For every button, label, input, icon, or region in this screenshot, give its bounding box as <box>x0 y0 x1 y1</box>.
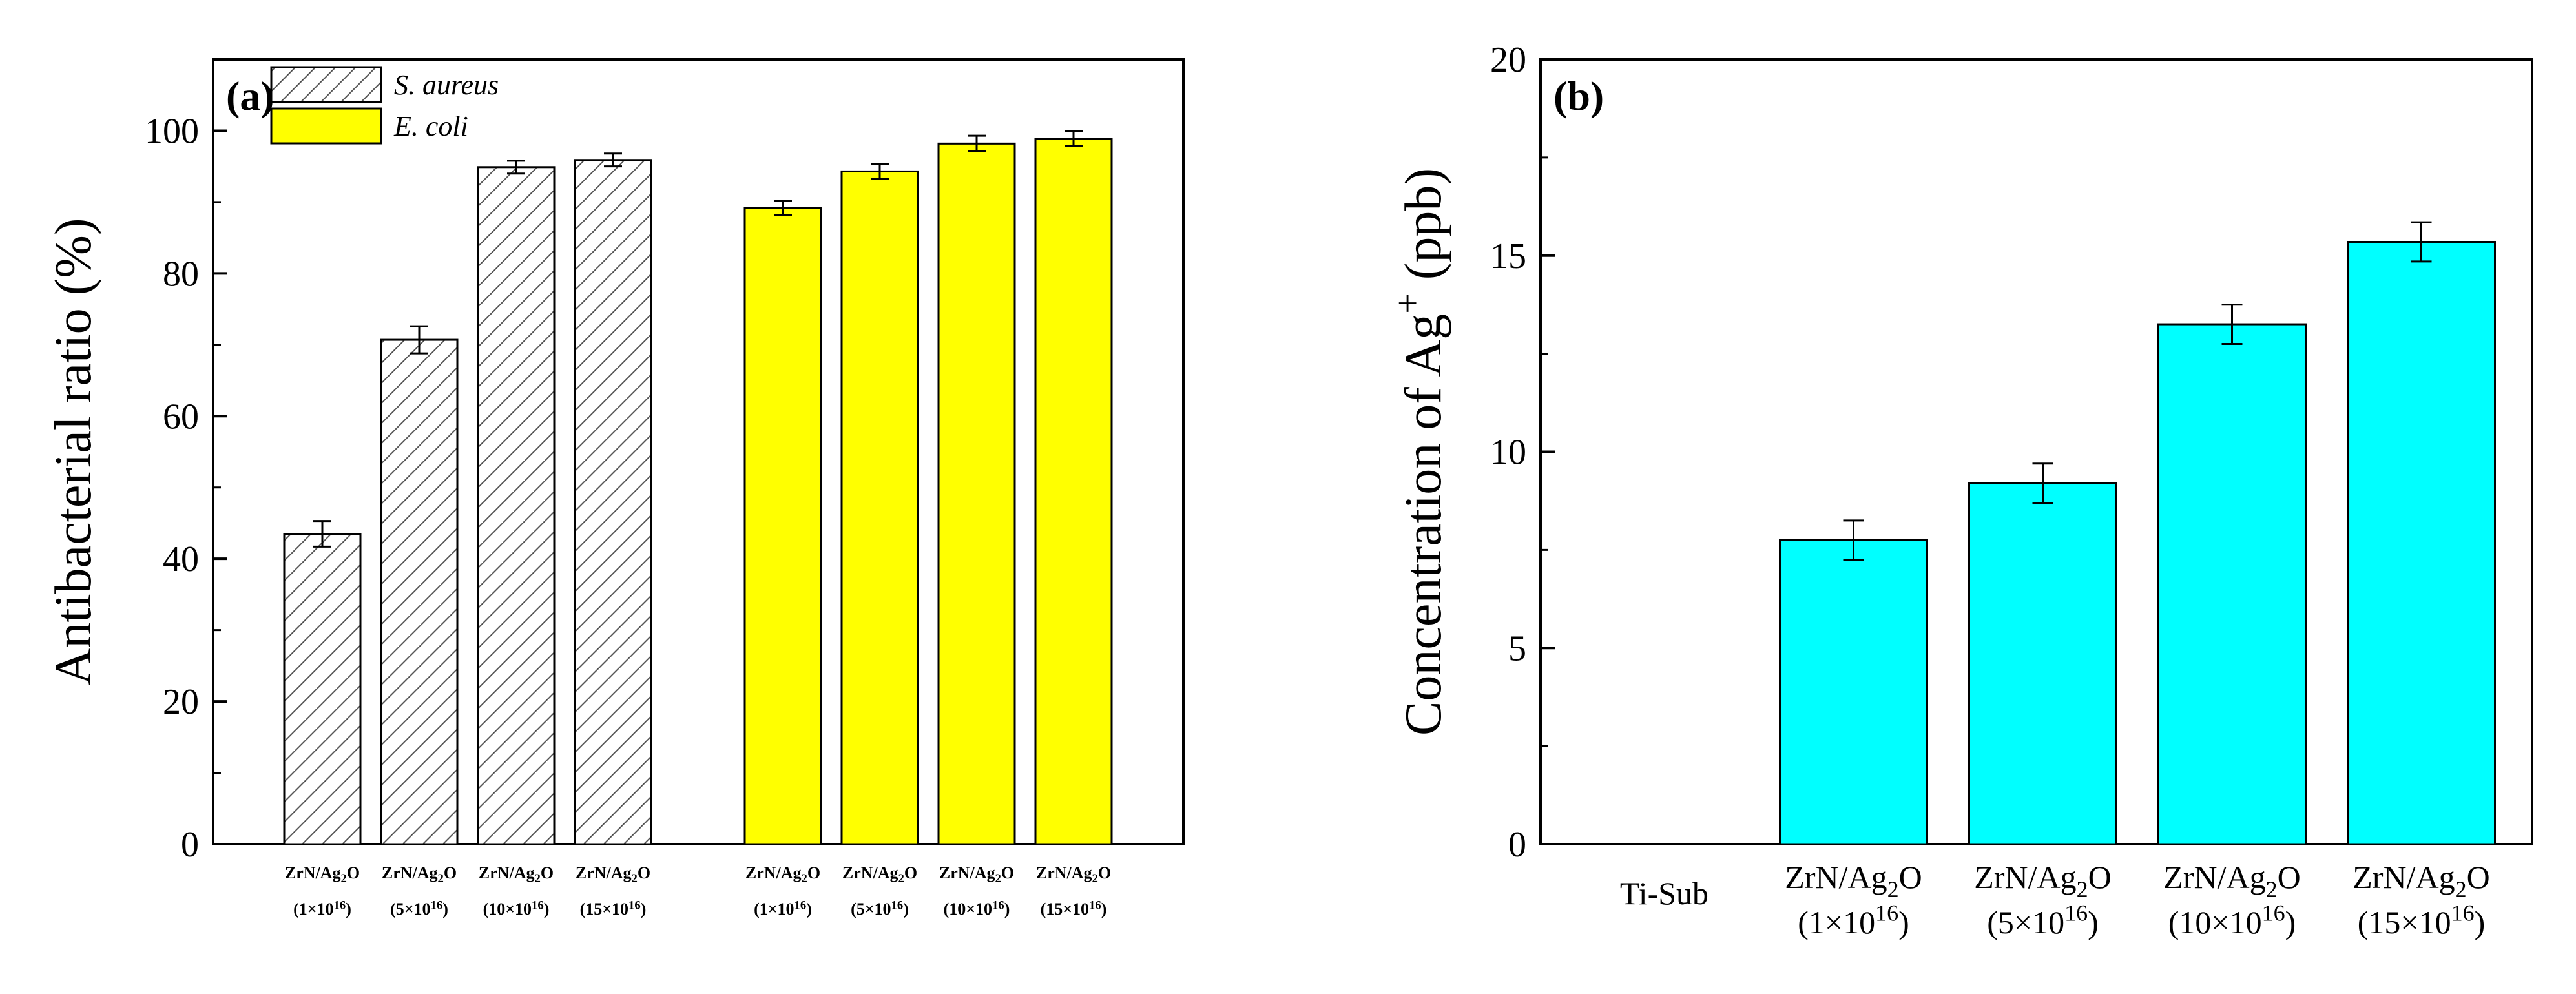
category-label-a-s0-1-line2: (5×1016) <box>390 899 448 918</box>
category-label-a-s0-3-line1: ZrN/Ag2O <box>576 864 650 885</box>
error-bar-a-s0-2 <box>507 160 525 175</box>
error-bar-a-s1-0 <box>774 200 792 216</box>
category-label-b-2-line2: (5×1016) <box>1987 900 2099 940</box>
panel-a-chart: 0 20 40 60 80 100 Antibacterial ratio (%) (a) Zr… <box>45 58 1185 918</box>
category-label-a-s1-3-line2: (15×1016) <box>1041 899 1107 918</box>
bar-a-s0-1 <box>380 338 459 845</box>
category-label-b-1-line1: ZrN/Ag2O <box>1785 859 1922 902</box>
category-label-b-1-line2: (1×1016) <box>1798 900 1909 940</box>
category-label-a-s1-2-line1: ZrN/Ag2O <box>939 864 1014 885</box>
category-label-a-s0-3-line2: (15×1016) <box>580 899 647 918</box>
error-bar-a-s0-1 <box>410 325 428 355</box>
category-label-a-s1-2-line2: (10×1016) <box>944 899 1010 918</box>
category-label-a-s1-3-line1: ZrN/Ag2O <box>1036 864 1111 885</box>
category-label-b-3-line2: (10×1016) <box>2168 900 2296 940</box>
category-label-a-s1-0-line2: (1×1016) <box>754 899 812 918</box>
category-label-a-s0-0-line1: ZrN/Ag2O <box>285 864 360 885</box>
bar-a-s0-0 <box>283 533 362 845</box>
y-tick-label-a-0: 0 <box>181 825 199 865</box>
bar-a-s0-3 <box>574 159 652 845</box>
legend-label-1: E. coli <box>393 110 468 142</box>
error-bar-a-s0-0 <box>313 520 331 548</box>
y-tick-label-a-3: 60 <box>163 397 199 437</box>
panel-label-b: (b) <box>1553 73 1604 119</box>
y-tick-label-b-1: 5 <box>1508 628 1526 668</box>
category-label-b-3-line1: ZrN/Ag2O <box>2163 859 2300 902</box>
plot-frame-a <box>212 58 1185 845</box>
bar-a-s1-2 <box>937 142 1016 845</box>
error-bar-a-s1-2 <box>968 134 986 152</box>
y-tick-label-b-0: 0 <box>1508 825 1526 865</box>
category-label-a-s0-0-line2: (1×1016) <box>293 899 351 918</box>
category-label-a-s0-2-line1: ZrN/Ag2O <box>479 864 554 885</box>
y-tick-label-b-3: 15 <box>1490 236 1526 276</box>
y-axis-label-a: Antibacterial ratio (%) <box>45 218 102 685</box>
error-bar-a-s1-1 <box>871 163 889 180</box>
error-bar-a-s0-3 <box>604 152 622 168</box>
error-bar-b-1 <box>1843 519 1864 561</box>
error-bar-a-s1-3 <box>1065 130 1083 147</box>
panel-label-a: (a) <box>226 73 275 119</box>
error-bar-b-3 <box>2221 304 2243 345</box>
legend-label-0: S. aureus <box>394 69 499 101</box>
category-label-a-s1-1-line1: ZrN/Ag2O <box>842 864 917 885</box>
category-label-a-s0-1-line1: ZrN/Ag2O <box>382 864 457 885</box>
bar-b-3 <box>2157 323 2307 845</box>
bar-a-s1-3 <box>1034 138 1113 845</box>
bar-b-1 <box>1779 539 1928 845</box>
category-label-b-4-line1: ZrN/Ag2O <box>2353 859 2489 902</box>
y-tick-label-a-2: 40 <box>163 539 199 579</box>
category-label-a-s1-0-line1: ZrN/Ag2O <box>745 864 820 885</box>
bar-b-4 <box>2347 240 2496 845</box>
category-label-b-0: Ti-Sub <box>1620 875 1709 911</box>
legend-swatch-0 <box>270 66 382 103</box>
error-bar-b-2 <box>2032 462 2053 504</box>
y-tick-label-a-5: 100 <box>145 111 199 151</box>
panel-b-chart: 0 5 10 15 20 Concentration of Ag+ (ppb) (b) Ti-… <box>1387 40 2533 940</box>
bar-a-s1-1 <box>840 170 919 845</box>
bar-b-2 <box>1968 482 2117 845</box>
category-label-a-s0-2-line2: (10×1016) <box>483 899 550 918</box>
y-tick-label-b-2: 10 <box>1490 433 1526 473</box>
y-tick-label-a-4: 80 <box>163 254 199 294</box>
y-tick-label-a-1: 20 <box>163 682 199 722</box>
bar-a-s0-2 <box>477 166 556 845</box>
bar-a-s1-0 <box>743 207 822 845</box>
legend-swatch-1 <box>270 107 382 145</box>
y-tick-label-b-4: 20 <box>1490 40 1526 80</box>
category-label-b-4-line2: (15×1016) <box>2358 900 2486 940</box>
error-bar-b-4 <box>2411 221 2432 263</box>
category-label-b-2-line1: ZrN/Ag2O <box>1974 859 2111 902</box>
category-label-a-s1-1-line2: (5×1016) <box>851 899 909 918</box>
y-axis-label-b: Concentration of Ag+ (ppb) <box>1387 168 1452 736</box>
